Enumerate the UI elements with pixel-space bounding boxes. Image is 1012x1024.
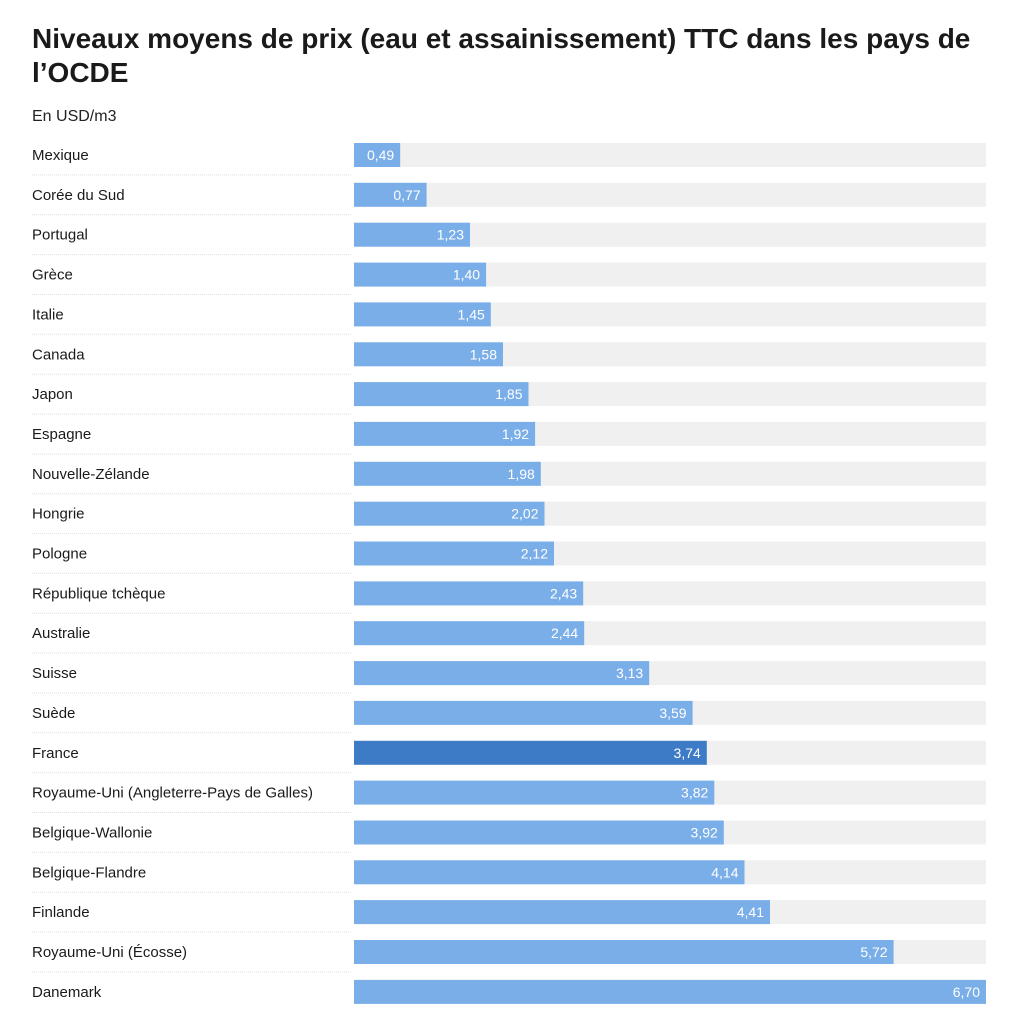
bar xyxy=(354,700,693,725)
bar xyxy=(354,382,529,407)
category-label: Royaume-Uni (Angleterre-Pays de Galles) xyxy=(32,785,313,802)
bar-row: Suède 3,59 xyxy=(32,700,986,734)
category-label: Suisse xyxy=(32,665,77,682)
category-label: Nouvelle-Zélande xyxy=(32,466,150,483)
bar-row: Belgique-Wallonie 3,92 xyxy=(32,820,986,853)
bar xyxy=(354,501,545,526)
bar xyxy=(354,661,650,686)
category-label: France xyxy=(32,745,79,762)
category-label: Danemark xyxy=(32,984,102,1001)
category-label: Finlande xyxy=(32,904,90,921)
bar xyxy=(354,461,541,486)
value-label: 5,72 xyxy=(860,944,887,960)
bar-track xyxy=(354,143,986,167)
bar-row: Royaume-Uni (Écosse) 5,72 xyxy=(32,940,986,973)
category-label: Japon xyxy=(32,386,73,403)
category-label: Mexique xyxy=(32,147,89,164)
bar-row: Hongrie 2,02 xyxy=(32,501,986,535)
bar xyxy=(354,302,491,327)
value-label: 4,41 xyxy=(737,904,764,920)
category-label: Pologne xyxy=(32,546,87,563)
value-label: 2,12 xyxy=(521,546,548,562)
value-label: 3,13 xyxy=(616,665,643,681)
bar xyxy=(354,621,585,646)
value-label: 1,40 xyxy=(453,267,480,283)
bar xyxy=(354,979,986,1004)
category-label: Hongrie xyxy=(32,506,85,523)
value-label: 2,43 xyxy=(550,585,577,601)
bar xyxy=(354,780,715,805)
value-label: 0,77 xyxy=(393,187,420,203)
bar-highlight xyxy=(354,740,707,765)
bar-row: Pologne 2,12 xyxy=(32,541,986,574)
bar xyxy=(354,421,536,446)
bar-row: Nouvelle-Zélande 1,98 xyxy=(32,461,986,495)
bar-row: Australie 2,44 xyxy=(32,621,986,654)
bar-row: Espagne 1,92 xyxy=(32,421,986,455)
value-label: 1,23 xyxy=(437,227,464,243)
bar-row: Suisse 3,13 xyxy=(32,661,986,694)
bar xyxy=(354,143,401,167)
value-label: 1,92 xyxy=(502,426,529,442)
bar xyxy=(354,820,724,845)
category-label: Grèce xyxy=(32,267,73,284)
bar xyxy=(354,541,554,566)
bar-row: République tchèque 2,43 xyxy=(32,581,986,614)
bar xyxy=(354,900,770,925)
value-label: 2,44 xyxy=(551,625,578,641)
category-label: Belgique-Wallonie xyxy=(32,825,152,842)
value-label: 1,98 xyxy=(508,466,535,482)
value-label: 1,45 xyxy=(458,306,485,322)
bar-track xyxy=(354,182,986,207)
bar xyxy=(354,262,487,287)
category-label: Espagne xyxy=(32,426,91,443)
bar xyxy=(354,342,503,367)
chart-subtitle: En USD/m3 xyxy=(32,108,117,125)
value-label: 6,70 xyxy=(953,984,980,1000)
value-label: 3,74 xyxy=(674,745,701,761)
category-label: Corée du Sud xyxy=(32,187,125,204)
bar xyxy=(354,222,470,247)
bar-row: Danemark 6,70 xyxy=(32,979,986,1004)
bar-row: Canada 1,58 xyxy=(32,342,986,375)
chart-title: Niveaux moyens de prix (eau et assainiss… xyxy=(32,23,971,88)
bar-row: Royaume-Uni (Angleterre-Pays de Galles) 3… xyxy=(32,780,986,813)
bar xyxy=(354,860,745,885)
bar-row: Mexique 0,49 xyxy=(32,143,986,176)
bar-row: France 3,74 xyxy=(32,740,986,774)
category-label: Canada xyxy=(32,346,85,363)
value-label: 1,58 xyxy=(470,346,497,362)
category-label: Portugal xyxy=(32,227,88,244)
bar-row: Grèce 1,40 xyxy=(32,262,986,295)
value-label: 0,49 xyxy=(367,147,394,163)
category-label: Belgique-Flandre xyxy=(32,864,146,881)
category-label: Australie xyxy=(32,625,90,642)
bar xyxy=(354,940,894,964)
value-label: 4,14 xyxy=(711,864,738,880)
bar-row: Italie 1,45 xyxy=(32,302,986,335)
bar-row: Portugal 1,23 xyxy=(32,222,986,256)
category-label: Suède xyxy=(32,705,75,722)
category-label: République tchèque xyxy=(32,585,165,602)
bar-row: Finlande 4,41 xyxy=(32,900,986,933)
bar xyxy=(354,182,427,207)
value-label: 3,92 xyxy=(691,825,718,841)
value-label: 1,85 xyxy=(495,386,522,402)
bar-row: Corée du Sud 0,77 xyxy=(32,182,986,216)
value-label: 2,02 xyxy=(511,506,538,522)
value-label: 3,82 xyxy=(681,785,708,801)
value-label: 3,59 xyxy=(659,705,686,721)
category-label: Royaume-Uni (Écosse) xyxy=(32,944,187,961)
bar-row: Japon 1,85 xyxy=(32,382,986,415)
bar xyxy=(354,581,584,606)
bar-row: Belgique-Flandre 4,14 xyxy=(32,860,986,893)
category-label: Italie xyxy=(32,306,64,323)
